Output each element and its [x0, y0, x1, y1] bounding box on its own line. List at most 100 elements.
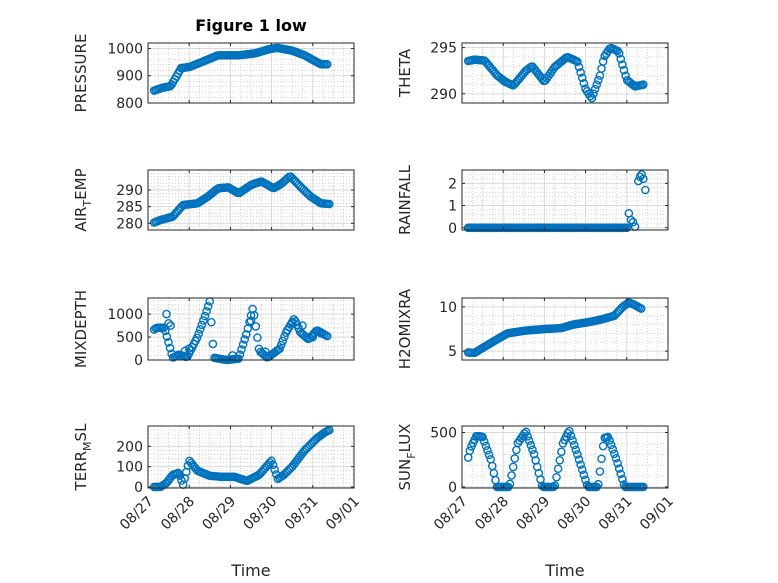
y-tick-label: 1: [448, 199, 457, 215]
data-point: [614, 49, 624, 58]
y-tick-label: 0: [448, 480, 457, 496]
series-sun_flux: [463, 426, 648, 492]
data-point: [322, 59, 332, 69]
data-point: [280, 332, 289, 342]
data-point: [507, 471, 516, 480]
chart-pressure: 800 900 1000 PRESSURE Figure 1 low: [72, 16, 355, 113]
data-point: [202, 306, 211, 316]
data-point: [521, 427, 531, 437]
y-axis-label: AIRTEMP: [72, 168, 94, 231]
axes-frame: [461, 425, 669, 489]
y-axis-label: SUNFLUX: [396, 424, 418, 491]
data-point: [478, 432, 487, 442]
data-point: [576, 460, 585, 469]
chart-mixdepth: 0 500 1000 MIXDEPTH: [72, 290, 355, 369]
data-point: [550, 481, 560, 491]
data-point: [287, 318, 297, 328]
data-point: [194, 329, 203, 339]
data-point: [549, 482, 558, 492]
data-point: [614, 464, 624, 473]
data-point: [565, 426, 574, 436]
data-point: [589, 89, 598, 98]
y-tick-label: 0: [448, 221, 457, 237]
data-point: [528, 445, 537, 454]
data-point: [587, 93, 597, 103]
data-point: [203, 302, 213, 311]
data-point: [618, 60, 627, 69]
data-point: [619, 65, 629, 75]
y-tick-label: 1000: [107, 41, 143, 57]
y-axis-label-main: PRESSURE: [72, 34, 90, 113]
data-point: [162, 332, 172, 341]
y-tick-label: 900: [116, 69, 143, 85]
y-axis-label: H2OMIXRA: [396, 288, 414, 369]
y-tick-label: 800: [116, 96, 143, 112]
data-point: [628, 217, 638, 227]
y-axis-label-subscript: F: [405, 452, 418, 458]
y-axis-label-subscript: T: [81, 200, 94, 208]
data-point: [594, 75, 603, 85]
data-point: [571, 445, 581, 455]
chart-theta: 290 295 THETA: [396, 41, 669, 104]
data-point: [483, 446, 492, 455]
data-point: [484, 450, 494, 460]
series-terr_msl: [149, 425, 334, 492]
data-point: [207, 317, 216, 327]
data-point: [200, 311, 210, 321]
y-axis-label: THETA: [396, 48, 414, 98]
series-theta: [463, 43, 648, 103]
data-point: [184, 344, 194, 353]
axes-frame: [461, 297, 669, 361]
data-point: [228, 351, 237, 360]
y-axis-label-main: TERR: [72, 451, 90, 492]
axes-frame: [147, 297, 355, 361]
data-point: [592, 80, 601, 89]
data-point: [610, 449, 619, 459]
data-point: [616, 54, 626, 64]
data-point: [641, 185, 650, 195]
series-rainfall: [463, 170, 650, 233]
data-point: [590, 84, 600, 94]
data-point: [180, 346, 190, 356]
data-point: [616, 469, 626, 479]
y-tick-label: 295: [430, 41, 457, 57]
x-axis-label: Time: [230, 561, 270, 580]
data-point: [577, 465, 587, 475]
data-point: [240, 335, 249, 344]
axes-frame: [147, 425, 355, 489]
x-axis-label: Time: [544, 561, 584, 580]
data-point: [164, 337, 173, 347]
y-tick-label: 290: [116, 183, 143, 199]
axes-frame: [461, 169, 669, 231]
data-point: [606, 440, 616, 450]
data-point: [568, 436, 577, 445]
chart-h2omixra: 5 10 H2OMIXRA: [396, 288, 669, 369]
data-point: [638, 174, 648, 184]
y-axis-label-main: AIR: [72, 207, 90, 232]
data-point: [268, 460, 278, 470]
y-axis-label-main: THETA: [396, 48, 414, 98]
data-point: [316, 329, 326, 338]
chart-title: Figure 1 low: [195, 16, 307, 35]
data-point: [636, 304, 646, 313]
data-point: [524, 436, 534, 446]
data-point: [308, 332, 318, 342]
data-point: [579, 78, 589, 88]
data-point: [637, 170, 646, 179]
y-tick-label: 290: [430, 87, 457, 103]
data-point: [526, 440, 536, 450]
y-axis-label: RAINFALL: [396, 164, 414, 235]
data-point: [634, 176, 643, 186]
data-point: [622, 223, 632, 233]
y-tick-label: 200: [116, 439, 143, 455]
y-tick-label: 1000: [107, 307, 143, 323]
y-tick-label: 100: [116, 460, 143, 476]
data-point: [553, 464, 563, 474]
data-point: [629, 80, 638, 90]
axes-frame: [461, 42, 669, 104]
y-axis-label-main: RAINFALL: [396, 164, 414, 235]
data-point: [608, 445, 618, 454]
axes-frame: [147, 42, 355, 104]
